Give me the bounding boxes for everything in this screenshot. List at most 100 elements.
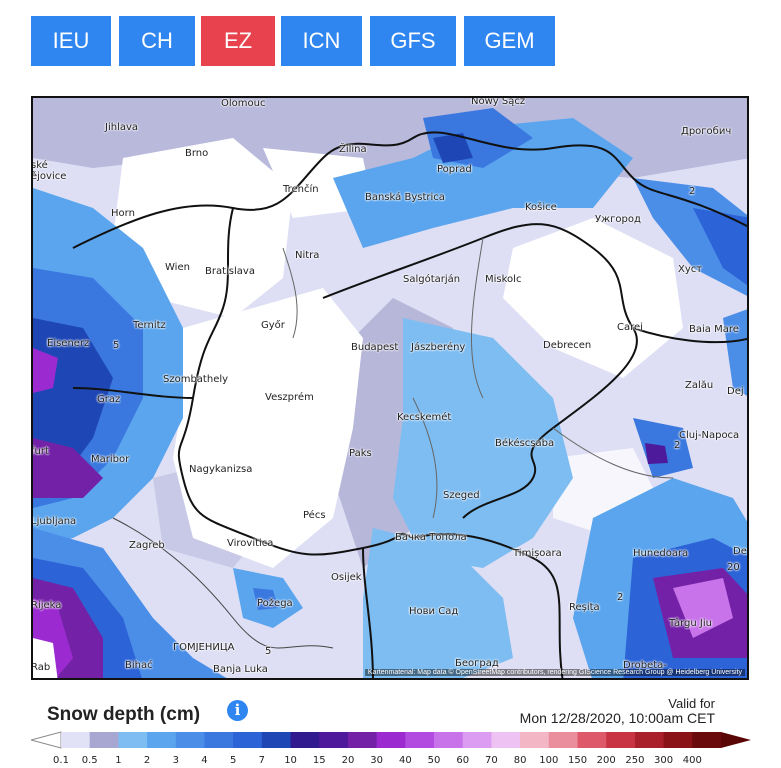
- city-label: Kecskemét: [397, 412, 452, 423]
- snow-depth-map[interactable]: Olomouc Nowy Sącz Jihlava Дрогобич Brno …: [31, 96, 749, 680]
- city-label: Dej: [727, 386, 744, 397]
- tab-ieu[interactable]: IEU: [31, 16, 111, 66]
- scale-swatch: [405, 732, 435, 748]
- scale-tick-label: 100: [539, 755, 559, 766]
- city-label: Reșița: [569, 602, 600, 613]
- city-label: ГОМЈЕНИЦА: [173, 642, 235, 653]
- scale-tick-label: 10: [284, 755, 297, 766]
- scale-tick-label: 2: [143, 755, 151, 766]
- city-label: Jihlava: [105, 122, 139, 133]
- city-label: Wien: [165, 262, 190, 273]
- scale-swatch: [577, 732, 607, 748]
- scale-tick-label: 400: [682, 755, 702, 766]
- city-label: Salgótarján: [403, 274, 461, 285]
- city-label: Poprad: [437, 164, 472, 175]
- city-label: Hunedoara: [633, 548, 689, 559]
- city-label: Дрогобич: [681, 126, 732, 137]
- scale-swatch: [606, 732, 636, 748]
- scale-swatch: [434, 732, 464, 748]
- scale-tick-label: 40: [398, 755, 412, 766]
- scale-swatch: [634, 732, 665, 748]
- city-label: Bratislava: [205, 266, 255, 277]
- scale-tick-label: 250: [625, 755, 645, 766]
- city-label: Veszprém: [265, 392, 314, 403]
- city-label: Miskolc: [485, 274, 522, 285]
- city-label: Osijek: [331, 572, 362, 583]
- city-label: Nagykanizsa: [189, 464, 253, 475]
- city-label: Szeged: [443, 490, 480, 501]
- scale-swatch: [520, 732, 550, 748]
- city-label: Бачка Топола: [395, 532, 467, 543]
- valid-time: Mon 12/28/2020, 10:00am CET: [519, 710, 715, 726]
- scale-tick-label: 1: [115, 755, 122, 766]
- city-label: Ljubljana: [31, 516, 77, 527]
- scale-tick-label: 7: [258, 755, 266, 766]
- city-label: Хуст: [678, 264, 703, 275]
- city-label: Virovitica: [227, 538, 274, 549]
- scale-tick-label: 15: [312, 755, 326, 766]
- scale-swatch: [491, 732, 521, 748]
- info-icon[interactable]: i: [227, 700, 248, 721]
- city-label: Nowy Sącz: [471, 96, 526, 107]
- city-label: ské ějovice: [31, 160, 67, 182]
- scale-swatch: [204, 732, 234, 748]
- contour-label: 20: [727, 562, 740, 573]
- scale-tick-label: 50: [427, 755, 441, 766]
- map-surface: [33, 98, 747, 678]
- scale-tick-label: 0.5: [81, 755, 98, 766]
- city-label: Szombathely: [163, 374, 229, 385]
- contour-label: 2: [689, 186, 696, 197]
- city-label: Zalău: [685, 380, 714, 391]
- tab-ch[interactable]: CH: [119, 16, 195, 66]
- color-scale: [31, 731, 751, 749]
- tab-icn[interactable]: ICN: [281, 16, 362, 66]
- city-label: Târgu Jiu: [669, 618, 712, 629]
- city-label: Košice: [525, 202, 557, 213]
- scale-swatch: [175, 732, 205, 748]
- city-label: Banská Bystrica: [365, 192, 445, 203]
- valid-for-label: Valid for: [668, 696, 715, 711]
- city-label: Olomouc: [221, 98, 266, 109]
- scale-swatch: [61, 732, 91, 748]
- city-label: Cluj-Napoca: [679, 430, 740, 441]
- contour-label: 2: [674, 440, 681, 451]
- tab-ez[interactable]: EZ: [201, 16, 275, 66]
- scale-tick-label: 5: [229, 755, 237, 766]
- scale-tick-label: 0.1: [53, 755, 69, 766]
- tab-gem[interactable]: GEM: [464, 16, 555, 66]
- city-label: Budapest: [351, 342, 399, 353]
- tab-gfs[interactable]: GFS: [370, 16, 456, 66]
- scale-swatch: [233, 732, 263, 748]
- scale-swatch: [663, 732, 693, 748]
- city-label: Győr: [261, 320, 285, 331]
- city-label: Drobeta-: [623, 660, 667, 671]
- scale-swatch: [462, 732, 492, 748]
- city-label: Brno: [185, 148, 209, 159]
- scale-swatch: [347, 732, 378, 748]
- city-label: Timișoara: [513, 548, 562, 559]
- city-label: Banja Luka: [213, 664, 268, 675]
- scale-swatch: [548, 732, 579, 748]
- scale-tick-label: 150: [567, 755, 588, 766]
- scale-tick-label: 30: [370, 755, 384, 766]
- city-label: Ternitz: [133, 320, 166, 331]
- map-attribution: Kartenmaterial: Map data © OpenStreetMap…: [364, 669, 745, 676]
- legend-title: Snow depth (cm): [47, 704, 201, 725]
- city-label: Paks: [349, 448, 372, 459]
- scale-swatch: [290, 732, 320, 748]
- city-label: Trenčín: [283, 184, 319, 195]
- city-label: Bihać: [125, 660, 153, 671]
- city-label: Graz: [97, 394, 121, 405]
- scale-tick-label: 70: [485, 755, 498, 766]
- scale-tick-label: 20: [341, 755, 355, 766]
- scale-swatch: [376, 732, 406, 748]
- scale-swatch: [692, 732, 722, 748]
- city-label: Zagreb: [129, 540, 165, 551]
- scale-tick-label: 3: [172, 755, 179, 766]
- city-label: Pécs: [303, 510, 326, 521]
- scale-swatch: [319, 732, 349, 748]
- scale-tick-label: 60: [456, 755, 470, 766]
- contour-label: 5: [265, 646, 272, 657]
- city-label: Нови Сад: [409, 606, 459, 617]
- scale-arrow-max: [721, 732, 751, 748]
